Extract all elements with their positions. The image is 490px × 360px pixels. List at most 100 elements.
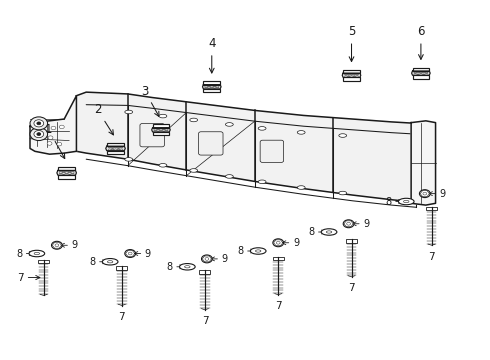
Circle shape [37,133,41,135]
Circle shape [125,249,136,257]
Text: 7: 7 [18,273,40,283]
Circle shape [30,128,48,140]
Ellipse shape [297,131,305,134]
Ellipse shape [255,250,261,252]
Text: 7: 7 [348,283,355,293]
Circle shape [51,241,62,249]
Ellipse shape [225,175,233,178]
Ellipse shape [125,158,133,161]
Ellipse shape [258,180,266,184]
Ellipse shape [102,258,118,265]
Text: 9: 9 [282,238,299,248]
Text: 1: 1 [45,123,65,158]
Circle shape [419,190,430,198]
Polygon shape [106,146,125,151]
Circle shape [273,239,284,247]
Bar [343,70,360,73]
Ellipse shape [321,229,337,235]
FancyBboxPatch shape [260,140,284,162]
Ellipse shape [185,266,190,268]
Bar [117,266,127,270]
Text: 8: 8 [386,197,402,207]
Ellipse shape [403,201,409,203]
Text: 8: 8 [308,227,325,237]
Circle shape [30,117,48,130]
Text: 7: 7 [275,301,282,311]
Ellipse shape [125,110,133,114]
Ellipse shape [326,231,332,233]
Text: 8: 8 [16,248,33,258]
Circle shape [55,244,59,247]
Ellipse shape [225,123,233,126]
FancyBboxPatch shape [198,132,223,155]
Ellipse shape [190,169,197,172]
Bar [343,77,360,81]
Ellipse shape [107,261,113,263]
Text: 6: 6 [417,25,425,59]
Bar [413,75,429,78]
Bar [152,132,170,135]
Circle shape [201,255,212,263]
Ellipse shape [29,250,45,257]
Circle shape [205,257,209,260]
Bar [413,68,429,71]
Polygon shape [412,71,430,75]
Text: 7: 7 [119,312,125,322]
Text: 8: 8 [89,257,106,267]
Text: 4: 4 [208,37,216,73]
Text: 9: 9 [61,240,78,250]
Polygon shape [76,92,416,202]
Text: 7: 7 [201,316,208,326]
Text: 9: 9 [429,189,445,199]
Ellipse shape [339,134,346,137]
Bar [152,125,170,128]
Ellipse shape [297,186,305,189]
Text: 9: 9 [211,254,228,264]
Circle shape [128,252,132,255]
Circle shape [57,142,62,146]
Circle shape [48,136,53,139]
Text: 9: 9 [352,219,369,229]
Ellipse shape [339,191,346,195]
Bar [58,175,75,179]
Circle shape [59,125,64,129]
Ellipse shape [159,114,167,118]
Bar [107,151,124,154]
Text: 3: 3 [141,85,159,117]
Bar [107,143,124,146]
Polygon shape [202,85,221,89]
Bar [203,89,220,92]
FancyBboxPatch shape [140,123,164,147]
Bar [346,239,357,243]
Circle shape [37,122,41,125]
Circle shape [343,220,354,228]
Ellipse shape [250,248,266,254]
Polygon shape [57,171,76,175]
Circle shape [423,192,427,195]
Bar [203,81,220,85]
Text: 8: 8 [238,246,254,256]
Ellipse shape [398,198,414,205]
Bar [273,257,284,261]
Ellipse shape [159,163,167,167]
Polygon shape [411,121,436,205]
Text: 8: 8 [167,262,184,272]
Bar [38,260,49,263]
Ellipse shape [190,118,197,122]
Bar [426,207,437,210]
Circle shape [347,222,350,225]
Bar [58,167,75,171]
Circle shape [34,131,44,138]
Circle shape [51,126,56,130]
Circle shape [276,241,280,244]
Ellipse shape [258,127,266,130]
Text: 9: 9 [134,248,151,258]
Bar [199,270,210,274]
Ellipse shape [179,264,195,270]
Polygon shape [342,73,361,77]
Text: 7: 7 [428,252,435,262]
Text: 2: 2 [94,103,113,135]
Polygon shape [30,96,76,154]
Polygon shape [152,128,170,132]
Circle shape [47,141,52,145]
